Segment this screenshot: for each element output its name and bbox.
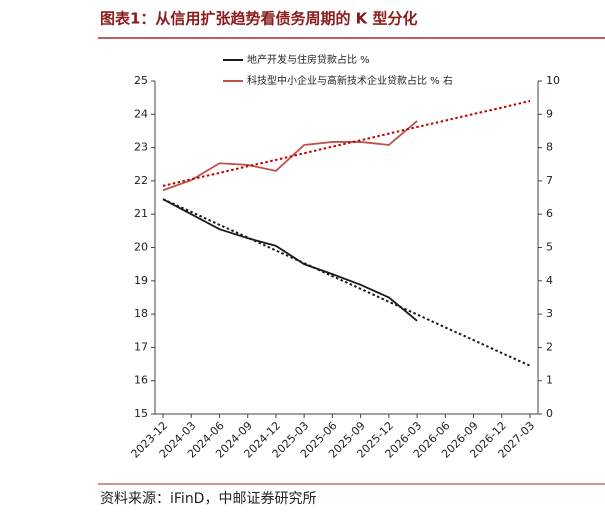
y2-tick-label: 3	[546, 307, 553, 320]
y-tick-label: 22	[134, 174, 148, 187]
y-tick-label: 23	[134, 141, 148, 154]
y2-tick-label: 0	[546, 407, 553, 420]
y2-tick-label: 1	[546, 374, 553, 387]
series-line	[162, 120, 418, 192]
y2-tick-label: 10	[546, 74, 560, 87]
y-tick-label: 15	[134, 407, 148, 420]
y-tick-label: 19	[134, 274, 148, 287]
y2-tick-label: 7	[546, 174, 553, 187]
y-tick-label: 18	[134, 307, 148, 320]
y-tick-label: 16	[134, 374, 148, 387]
legend-label: 科技型中小企业与高新技术企业贷款占比 % 右	[247, 74, 453, 87]
y2-tick-label: 9	[546, 107, 553, 120]
series-line	[162, 198, 418, 322]
y2-tick-label: 5	[546, 241, 553, 254]
y-tick-label: 24	[134, 107, 148, 120]
y2-tick-label: 4	[546, 274, 553, 287]
y-tick-label: 21	[134, 207, 148, 220]
y2-tick-label: 8	[546, 141, 553, 154]
source: 资料来源：iFinD，中邮证券研究所	[100, 491, 316, 507]
trend-line	[162, 198, 531, 367]
y-tick-label: 20	[134, 241, 148, 254]
chart-title: 图表1：从信用扩张趋势看债务周期的 K 型分化	[100, 10, 418, 28]
trend-line	[162, 100, 531, 187]
y-tick-label: 25	[134, 74, 148, 87]
y-tick-label: 17	[134, 340, 148, 353]
y2-tick-label: 2	[546, 340, 553, 353]
y2-tick-label: 6	[546, 207, 553, 220]
legend-label: 地产开发与住房贷款占比 %	[247, 53, 370, 66]
